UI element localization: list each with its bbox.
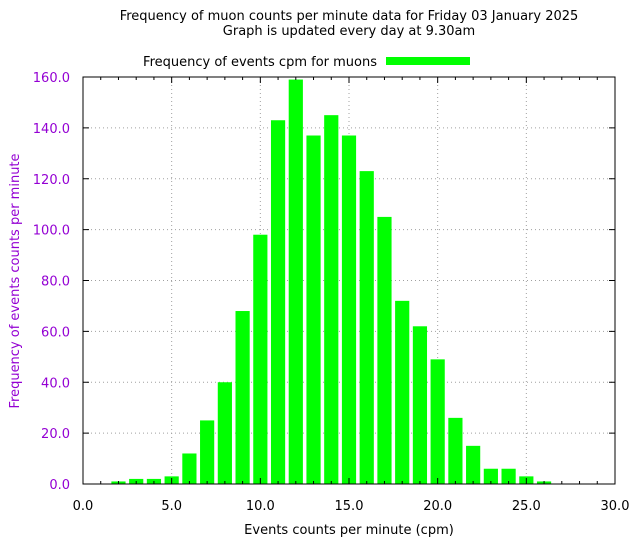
- histogram-bar: [341, 135, 357, 484]
- histogram-bar: [395, 300, 410, 484]
- plot-frame: [82, 76, 616, 485]
- y-tick-label: 160.0: [33, 71, 70, 86]
- histogram-bar: [430, 359, 445, 484]
- histogram-bar: [253, 234, 268, 484]
- histogram-bar: [306, 135, 321, 484]
- x-tick-label: 5.0: [161, 499, 182, 514]
- x-tick-label: 25.0: [512, 499, 541, 514]
- y-axis-label: Frequency of events counts per minute: [8, 153, 23, 408]
- y-tick-label: 60.0: [41, 325, 70, 340]
- axes: 0.0 20.0 40.0 60.0 80.0 100.0 120.0 140.0 160.0 0…: [33, 71, 630, 514]
- x-tick-label: 20.0: [423, 499, 452, 514]
- y-tick-label: 80.0: [41, 275, 70, 290]
- histogram-bar: [412, 326, 428, 484]
- histogram-bar: [182, 453, 197, 484]
- histogram-bar: [377, 216, 392, 484]
- legend: Frequency of events cpm for muons: [143, 55, 470, 70]
- bars: [111, 79, 552, 485]
- x-tick-label: 30.0: [601, 499, 630, 514]
- histogram-bar: [270, 120, 286, 485]
- legend-label: Frequency of events cpm for muons: [143, 55, 377, 70]
- y-tick-label: 40.0: [41, 376, 70, 391]
- histogram-bar: [217, 382, 232, 484]
- histogram-bar: [359, 171, 374, 484]
- y-tick-label: 20.0: [41, 427, 70, 442]
- histogram-bar: [324, 115, 339, 484]
- histogram-bar: [466, 445, 481, 484]
- histogram-bar: [483, 468, 498, 484]
- x-tick-label: 10.0: [246, 499, 275, 514]
- histogram-bar: [448, 417, 463, 484]
- chart-title: Frequency of muon counts per minute data…: [120, 9, 579, 24]
- x-tick-label: 15.0: [335, 499, 364, 514]
- histogram-bar: [200, 420, 215, 484]
- y-tick-label: 120.0: [33, 173, 70, 188]
- histogram-bar: [235, 311, 250, 484]
- y-tick-label: 100.0: [33, 224, 70, 239]
- x-tick-label: 0.0: [73, 499, 94, 514]
- histogram-bar: [501, 468, 516, 484]
- y-tick-label: 0.0: [49, 478, 70, 493]
- y-tick-label: 140.0: [33, 122, 70, 137]
- chart-subtitle: Graph is updated every day at 9.30am: [223, 24, 475, 39]
- histogram-bar: [288, 79, 303, 484]
- grid: [83, 77, 615, 484]
- x-axis-label: Events counts per minute (cpm): [244, 523, 454, 538]
